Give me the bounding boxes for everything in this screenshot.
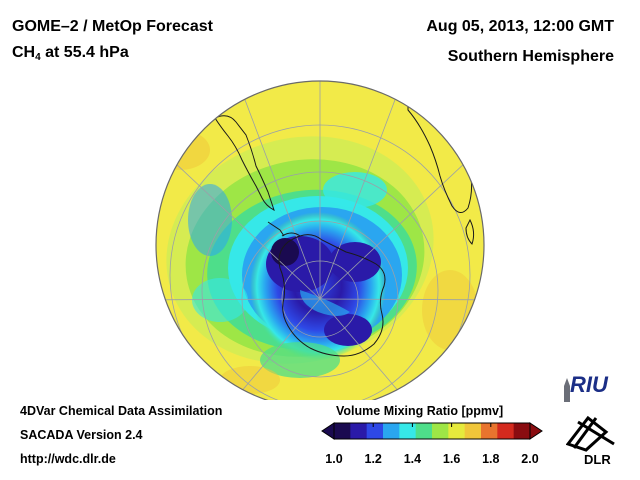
madagascar-coast <box>465 218 475 245</box>
riu-logo: RIU <box>570 372 608 397</box>
colorbar-segment <box>350 423 368 439</box>
colorbar-outline <box>333 422 531 440</box>
colorbar-segment <box>513 423 531 439</box>
species-main: CH <box>12 44 36 61</box>
colorbar <box>321 422 543 440</box>
colorbar-tick-label: 1.4 <box>403 452 422 466</box>
riu-logo-mark <box>564 378 570 402</box>
colorbar-max-arrow <box>529 422 543 440</box>
colorbar-min-arrow <box>321 422 335 440</box>
colorbar-segment <box>432 423 449 439</box>
colorbar-segment <box>366 423 384 439</box>
antarctica-coast <box>278 234 386 357</box>
colorbar-tick-label: 2.0 <box>521 452 539 466</box>
graticule <box>156 81 484 400</box>
colorbar-segment <box>464 423 482 439</box>
species-pressure: at 55.4 hPa <box>40 44 129 61</box>
colorbar-segment <box>415 423 433 439</box>
globe-field <box>156 81 484 400</box>
globe-outline <box>155 80 485 400</box>
colorbar-segment <box>497 423 515 439</box>
species-label: CH4 at 55.4 hPa <box>12 44 129 63</box>
colorbar-tick-label: 1.2 <box>364 452 382 466</box>
colorbar-segment <box>334 423 351 439</box>
colorbar-segment <box>399 423 417 439</box>
hemisphere-map <box>155 80 485 400</box>
region-label: Southern Hemisphere <box>447 48 614 65</box>
colorbar-segment <box>383 423 400 439</box>
south-america-coast <box>214 115 275 211</box>
colorbar-tick-label: 1.0 <box>325 452 343 466</box>
species-subscript: 4 <box>35 52 41 63</box>
colorbar-segment <box>448 423 466 439</box>
dlr-logo-text: DLR <box>584 452 611 467</box>
colorbar-tick-label: 1.6 <box>442 452 461 466</box>
map-title: GOME–2 / MetOp Forecast <box>12 18 213 35</box>
colorbar-tick-label: 1.8 <box>482 452 500 466</box>
colorbar-title: Volume Mixing Ratio [ppmv] <box>336 404 504 418</box>
forecast-date: Aug 05, 2013, 12:00 GMT <box>426 18 614 35</box>
footer-url[interactable]: http://wdc.dlr.de <box>20 452 116 466</box>
footer-line-2: SACADA Version 2.4 <box>20 428 143 442</box>
dlr-logo-icon <box>566 415 615 452</box>
colorbar-segment <box>481 423 498 439</box>
footer-line-1: 4DVar Chemical Data Assimilation <box>20 404 223 418</box>
